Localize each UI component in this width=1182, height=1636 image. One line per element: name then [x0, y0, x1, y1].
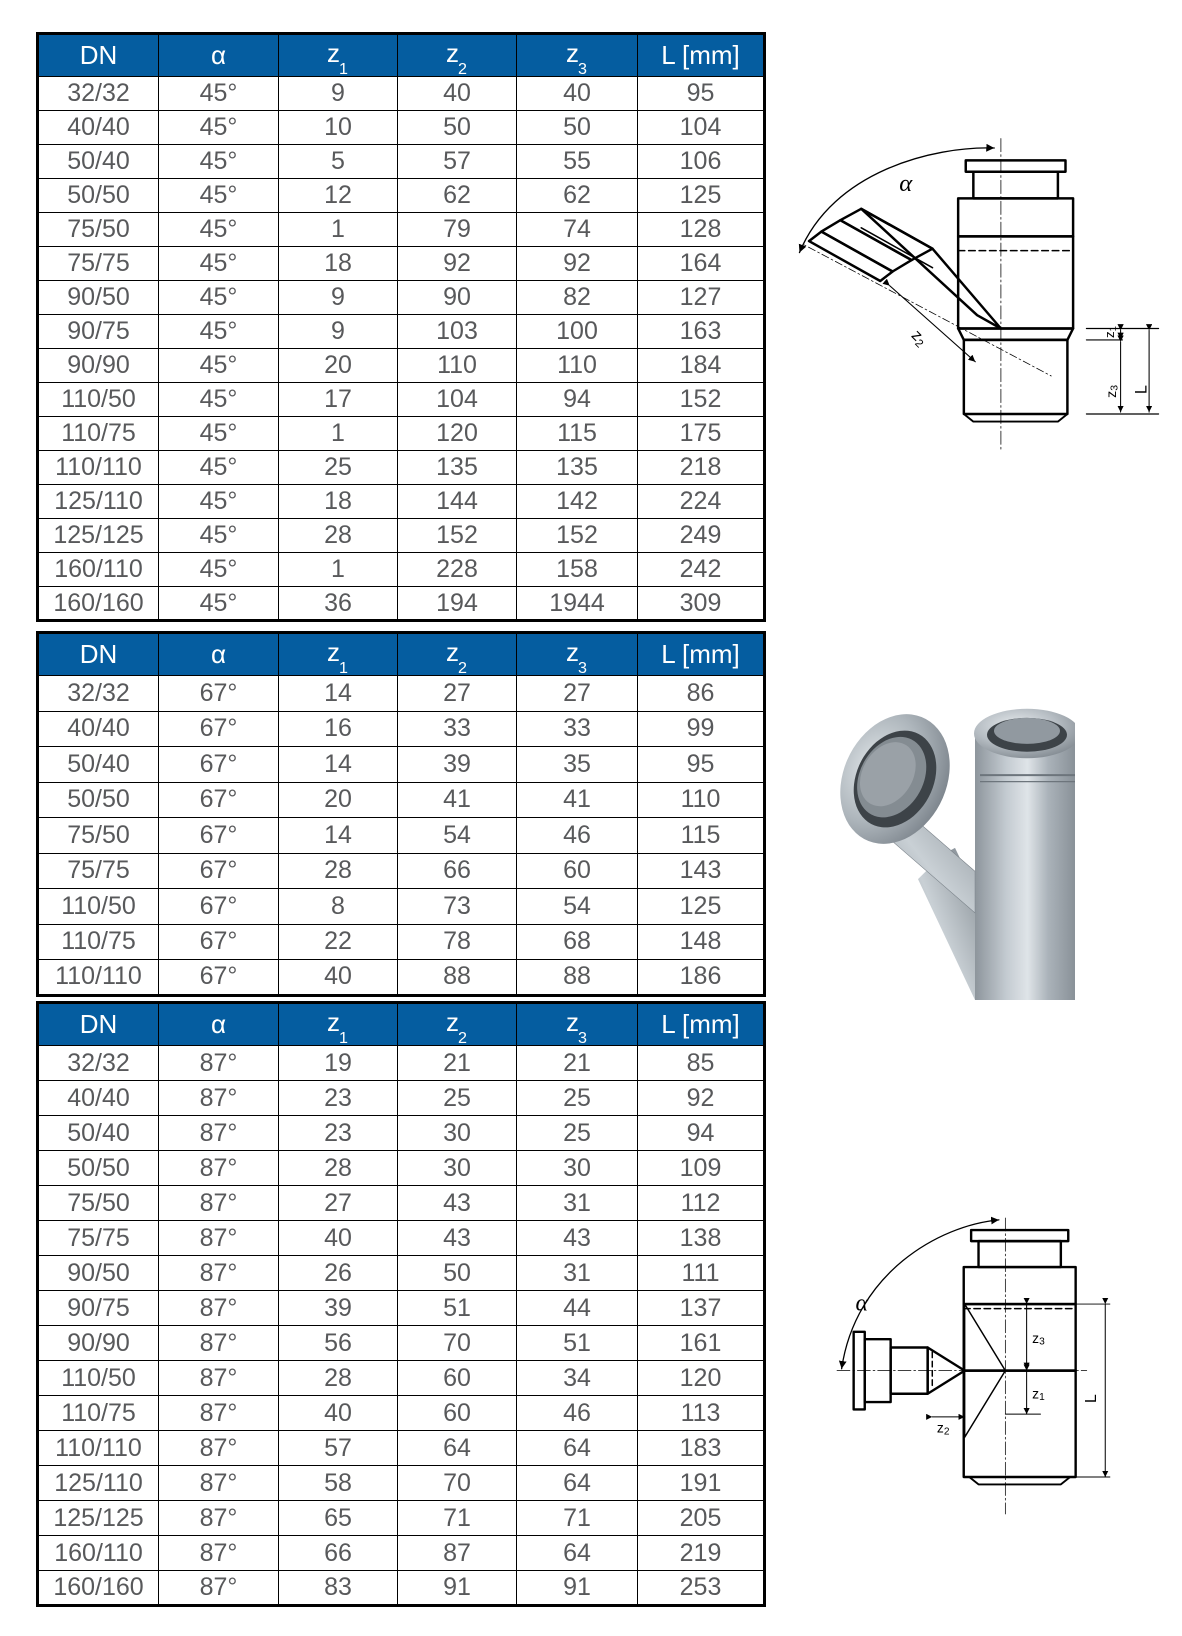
svg-text:α: α	[856, 1291, 870, 1317]
svg-text:z1: z1	[1102, 326, 1119, 338]
svg-text:z3: z3	[1104, 385, 1121, 398]
svg-text:L: L	[1083, 1394, 1100, 1403]
svg-text:z2: z2	[907, 326, 931, 350]
svg-text:L: L	[1132, 385, 1150, 394]
svg-text:z2: z2	[937, 1420, 950, 1438]
svg-text:z3: z3	[1032, 1330, 1045, 1348]
svg-text:α: α	[899, 170, 913, 197]
svg-text:z1: z1	[1032, 1385, 1045, 1403]
